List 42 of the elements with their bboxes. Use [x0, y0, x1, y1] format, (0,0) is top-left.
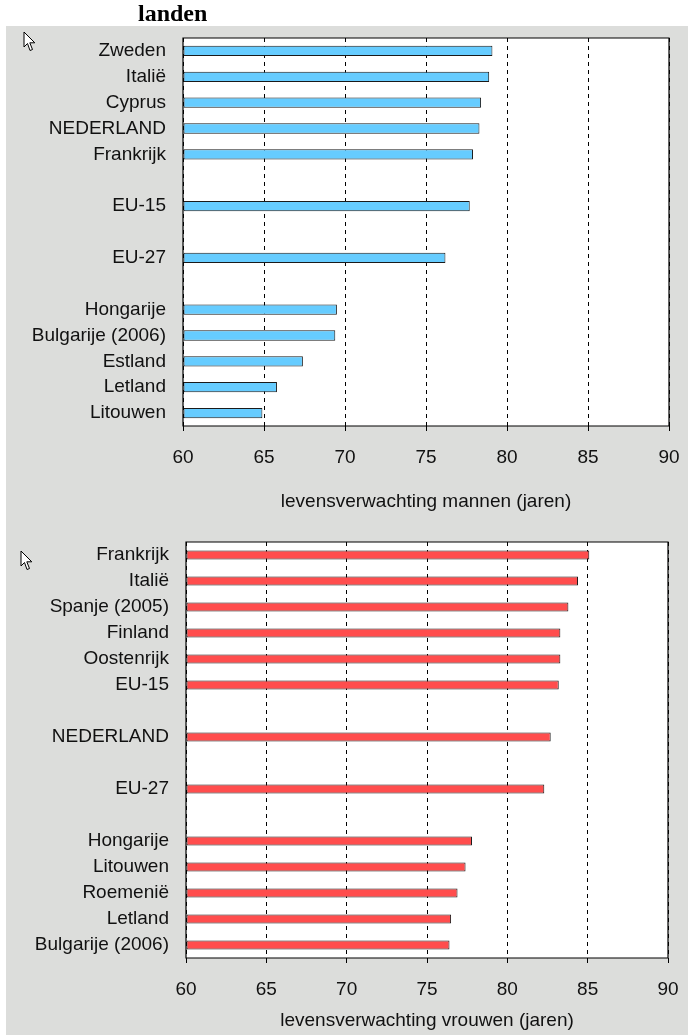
- x-tick-label: 80: [496, 445, 518, 467]
- y-tick-label: Letland: [106, 907, 169, 929]
- x-tick-label: 90: [658, 445, 680, 467]
- y-tick-label: Spanje (2005): [49, 595, 169, 617]
- y-tick-label: Frankrijk: [96, 543, 170, 565]
- y-tick-label: EU-27: [112, 246, 166, 268]
- y-tick-label: Estland: [102, 349, 166, 371]
- y-tick-label: EU-15: [115, 673, 169, 695]
- y-tick-label: Litouwen: [89, 401, 166, 423]
- x-axis-title: levensverwachting vrouwen (jaren): [280, 1008, 574, 1030]
- x-tick-label: 60: [172, 445, 194, 467]
- y-tick-label: Italië: [128, 569, 169, 591]
- y-tick-label: Finland: [106, 621, 169, 643]
- x-tick-label: 85: [577, 445, 599, 467]
- x-tick-label: 70: [334, 445, 356, 467]
- chart-title: landen: [138, 0, 208, 26]
- y-tick-label: Litouwen: [92, 855, 169, 877]
- y-tick-label: Zweden: [98, 39, 166, 61]
- y-tick-label: Letland: [103, 375, 166, 397]
- x-tick-label: 85: [577, 977, 599, 999]
- x-tick-label: 90: [657, 977, 679, 999]
- x-tick-label: 75: [415, 445, 437, 467]
- y-tick-label: EU-15: [112, 194, 166, 216]
- y-tick-label: NEDERLAND: [48, 116, 166, 138]
- y-tick-label: Hongarije: [87, 829, 169, 851]
- x-tick-label: 80: [496, 977, 518, 999]
- y-tick-label: Bulgarije (2006): [34, 933, 169, 955]
- y-tick-label: Oostenrijk: [83, 647, 170, 669]
- y-tick-label: Cyprus: [105, 90, 166, 112]
- y-tick-label: Roemenië: [82, 881, 169, 903]
- y-tick-label: Bulgarije (2006): [31, 323, 166, 345]
- x-tick-label: 70: [336, 977, 358, 999]
- y-tick-label: Frankrijk: [93, 142, 167, 164]
- y-tick-label: Hongarije: [84, 297, 166, 319]
- x-tick-label: 65: [255, 977, 277, 999]
- x-tick-label: 75: [416, 977, 438, 999]
- y-tick-label: Italië: [125, 65, 166, 87]
- x-axis-title: levensverwachting mannen (jaren): [280, 489, 572, 511]
- y-tick-label: NEDERLAND: [51, 725, 169, 747]
- x-tick-label: 65: [253, 445, 275, 467]
- x-tick-label: 60: [175, 977, 197, 999]
- y-tick-label: EU-27: [115, 777, 169, 799]
